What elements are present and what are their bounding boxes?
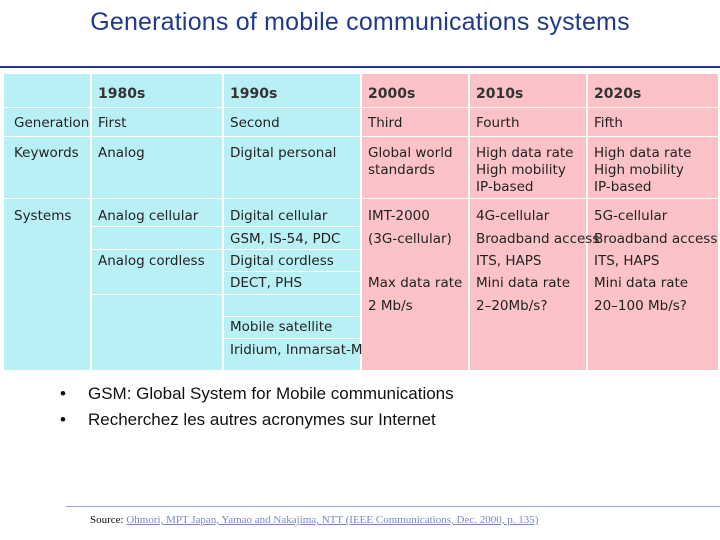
keyword-2020s-line1: High data rate [594, 145, 692, 161]
system-2010s-line2: Broadband access [476, 231, 600, 247]
system-2020s-line2: Broadband access [594, 231, 718, 247]
system-2000s-line3: Max data rate [368, 275, 463, 291]
source-label: Source: [90, 514, 124, 526]
system-1990s-line4: DECT, PHS [230, 275, 303, 291]
bullet-glyph: • [60, 410, 66, 429]
system-2000s-line1: IMT-2000 [368, 208, 430, 224]
system-1980s-cellular: Analog cellular [98, 208, 199, 224]
system-1990s-line6: Iridium, Inmarsat-M [230, 342, 363, 358]
keyword-2010s-line1: High data rate [476, 145, 574, 161]
system-1990s-line5: Mobile satellite [230, 319, 333, 335]
column-1980s [92, 74, 222, 370]
bullet-text: GSM: Global System for Mobile communicat… [88, 384, 454, 403]
row-divider [4, 107, 718, 108]
system-2020s-line1: 5G-cellular [594, 208, 668, 224]
row-divider [4, 136, 718, 137]
keyword-2000s-line2: standards [368, 162, 435, 178]
bullet-glyph: • [60, 384, 66, 403]
system-2010s-line4: Mini data rate [476, 275, 571, 291]
header-2010s: 2010s [476, 86, 524, 102]
row-label-generation: Generation [14, 115, 90, 131]
system-2000s-line2: (3G-cellular) [368, 231, 452, 247]
header-2020s: 2020s [594, 86, 642, 102]
generations-table: 1980s 1990s 2000s 2010s 2020s Generation… [4, 74, 718, 370]
system-2010s-line5: 2–20Mb/s? [476, 298, 548, 314]
generation-2000s: Third [368, 115, 403, 131]
row-divider [4, 198, 718, 199]
row-divider [224, 271, 360, 272]
header-1990s: 1990s [230, 86, 278, 102]
title-rule [0, 66, 720, 68]
system-1990s-line3: Digital cordless [230, 253, 334, 269]
column-2020s [588, 74, 718, 370]
row-label-column [4, 74, 90, 370]
generation-1980s: First [98, 115, 127, 131]
system-2010s-line3: ITS, HAPS [476, 253, 542, 269]
system-1990s-line1: Digital cellular [230, 208, 328, 224]
row-label-keywords: Keywords [14, 145, 79, 161]
row-divider [92, 294, 360, 295]
source-citation: Source: Ohmori, MPT Japan, Yamao and Nak… [90, 514, 538, 526]
bullet-text: Recherchez les autres acronymes sur Inte… [88, 410, 436, 429]
column-1990s [224, 74, 360, 370]
row-label-systems: Systems [14, 208, 72, 224]
header-2000s: 2000s [368, 86, 416, 102]
keyword-2010s-line3: IP-based [476, 179, 534, 195]
keyword-2020s-line3: IP-based [594, 179, 652, 195]
keyword-1980s: Analog [98, 145, 145, 161]
keyword-2010s-line2: High mobility [476, 162, 566, 178]
system-2020s-line3: ITS, HAPS [594, 253, 660, 269]
generation-2010s: Fourth [476, 115, 520, 131]
generation-1990s: Second [230, 115, 280, 131]
system-2010s-line1: 4G-cellular [476, 208, 550, 224]
row-divider [92, 249, 360, 250]
keyword-2000s-line1: Global world [368, 145, 453, 161]
row-divider [224, 316, 360, 317]
system-1980s-cordless: Analog cordless [98, 253, 205, 269]
column-2010s [470, 74, 586, 370]
slide-title: Generations of mobile communications sys… [90, 8, 630, 36]
system-2020s-line4: Mini data rate [594, 275, 689, 291]
footer-rule [66, 506, 720, 507]
system-2000s-line4: 2 Mb/s [368, 298, 413, 314]
keyword-2020s-line2: High mobility [594, 162, 684, 178]
source-link[interactable]: Ohmori, MPT Japan, Yamao and Nakajima, N… [126, 514, 539, 526]
row-divider [92, 226, 360, 227]
system-2020s-line5: 20–100 Mb/s? [594, 298, 687, 314]
column-2000s [362, 74, 468, 370]
generation-2020s: Fifth [594, 115, 623, 131]
row-divider [224, 338, 360, 339]
system-1990s-line2: GSM, IS-54, PDC [230, 231, 341, 247]
keyword-1990s: Digital personal [230, 145, 337, 161]
header-1980s: 1980s [98, 86, 146, 102]
